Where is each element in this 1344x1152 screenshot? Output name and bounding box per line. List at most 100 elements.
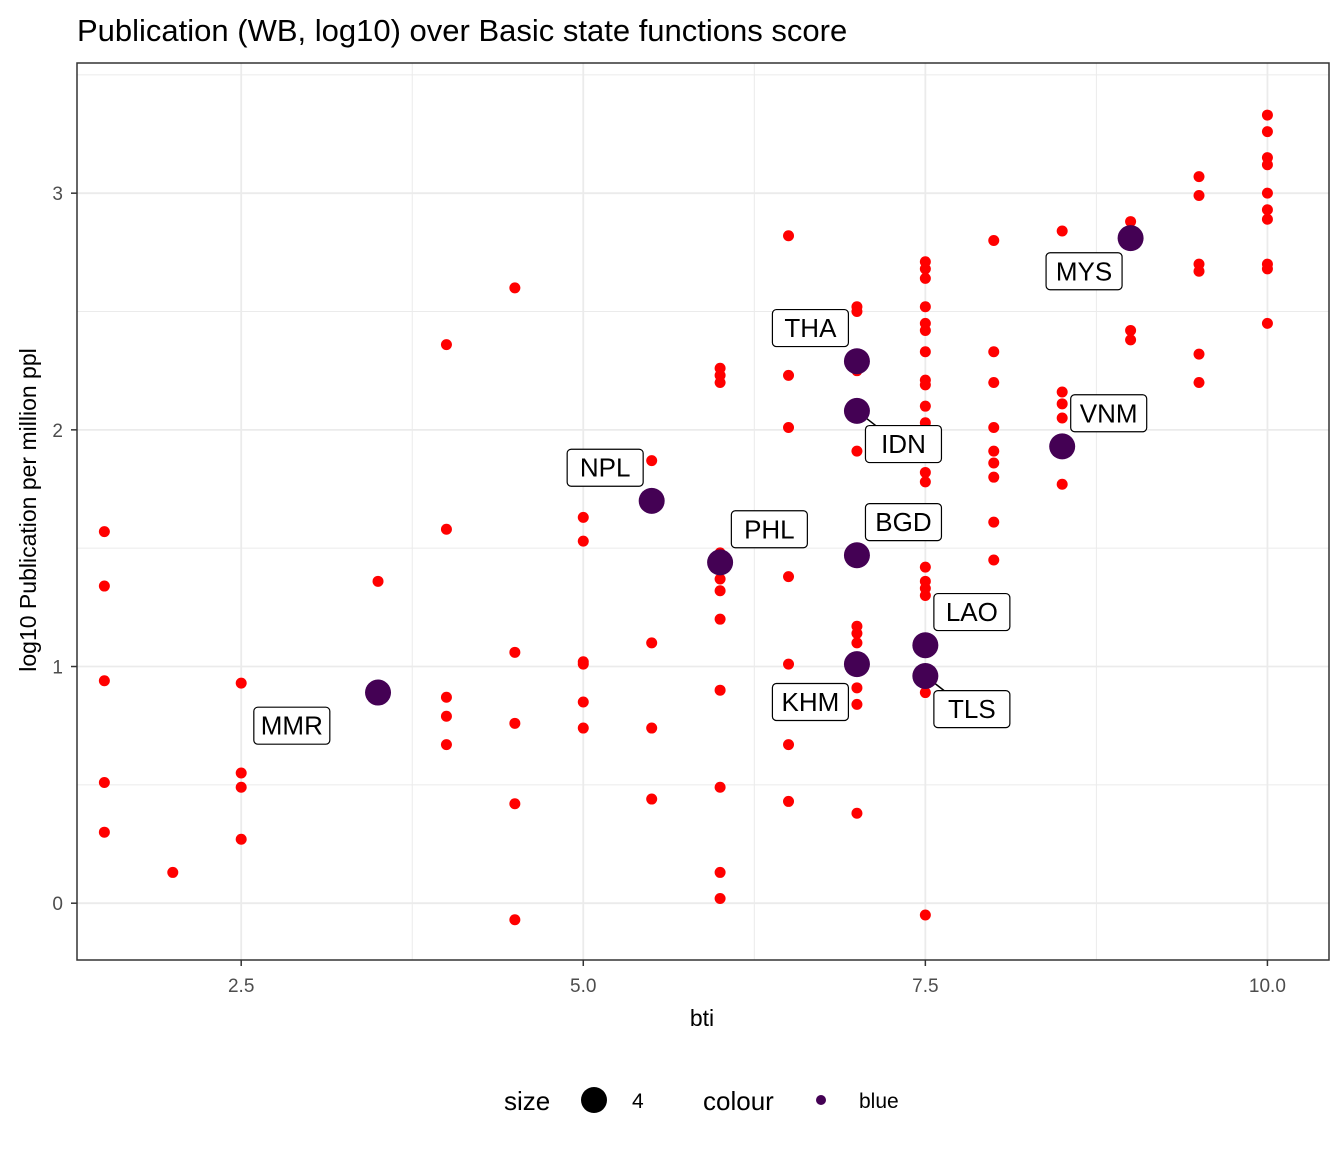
legend: size 4 colour blue [504,1086,899,1116]
country-label-mys: MYS [1045,252,1123,291]
data-point [988,421,1000,433]
data-point [577,535,589,547]
data-point [919,400,931,412]
label-text: LAO [946,597,998,627]
country-label-npl: NPL [566,448,644,487]
y-tick-label: 0 [52,894,63,915]
data-point [1056,412,1068,424]
data-point [783,658,795,670]
label-box [771,308,850,348]
data-point [1261,109,1273,121]
country-label-bgd: BGD [864,503,943,542]
country-label-idn: IDN [864,424,943,464]
data-point [988,445,1000,457]
data-point [988,516,1000,528]
country-label-tls: TLS [933,690,1011,729]
highlight-point-mys [1117,225,1144,252]
data-point [714,585,726,597]
data-point [988,377,1000,389]
highlight-point-vnm [1049,433,1076,460]
chart-title: Publication (WB, log10) over Basic state… [77,13,847,48]
country-label-vnm: VNM [1070,394,1148,433]
label-text: MMR [261,711,323,741]
data-point [783,795,795,807]
data-point [235,833,247,845]
data-point [98,675,110,687]
data-point [783,421,795,433]
label-box [864,503,943,542]
highlight-point-npl [638,487,665,514]
data-point [646,793,658,805]
data-point [440,739,452,751]
data-point [235,677,247,689]
data-point [646,722,658,734]
x-tick-label: 7.5 [912,976,938,997]
highlight-point-bgd [843,542,870,569]
label-text: NPL [580,453,631,483]
data-point [714,892,726,904]
country-label-mmr: MMR [253,706,331,745]
data-point [235,767,247,779]
data-point [919,687,931,699]
data-point [98,826,110,838]
country-label-phl: PHL [730,510,808,549]
data-point [783,230,795,242]
data-point [1125,324,1137,336]
data-point [1193,171,1205,183]
highlight-point-tls [912,662,939,689]
highlight-point-idn [843,397,870,424]
data-point [1125,334,1137,346]
data-point [98,580,110,592]
data-point [783,369,795,381]
data-point [509,914,521,926]
legend-colour-key [816,1095,826,1105]
data-point [509,717,521,729]
data-point [1261,159,1273,171]
plot-panel: MMR NPL PHL THA IDN BGD KHM LAO TLS VNM MYS [76,62,1330,961]
label-box [730,510,808,549]
highlight-point-tha [843,348,870,375]
data-point [714,866,726,878]
data-point [1261,263,1273,275]
x-tick-label: 2.5 [228,976,254,997]
data-point [988,554,1000,566]
data-point [440,339,452,351]
data-point [1193,377,1205,389]
label-box [771,682,850,722]
data-point [988,235,1000,247]
data-point [851,807,863,819]
data-point [646,637,658,649]
data-point [167,866,179,878]
data-point [1261,187,1273,199]
legend-colour-value: blue [859,1090,899,1113]
data-point [919,590,931,602]
legend-size-key [581,1087,607,1113]
data-point [1056,398,1068,410]
country-label-lao: LAO [933,592,1011,632]
data-point [577,658,589,670]
data-point [919,346,931,358]
data-point [919,466,931,478]
data-point [714,684,726,696]
country-label-tha: THA [771,308,850,348]
data-point [1261,317,1273,329]
y-tick-label: 2 [52,421,63,442]
data-point [714,781,726,793]
data-point [919,301,931,313]
label-box [1070,394,1148,433]
data-point [1125,216,1137,228]
data-point [988,457,1000,469]
data-point [509,646,521,658]
label-text: BGD [875,507,931,537]
label-box [566,448,644,487]
data-point [919,476,931,488]
data-point [714,613,726,625]
y-tick-label: 3 [52,184,63,205]
data-point [988,471,1000,483]
data-point [440,710,452,722]
data-point [1193,348,1205,360]
data-point [1261,126,1273,138]
data-point [577,511,589,523]
data-point [509,798,521,810]
